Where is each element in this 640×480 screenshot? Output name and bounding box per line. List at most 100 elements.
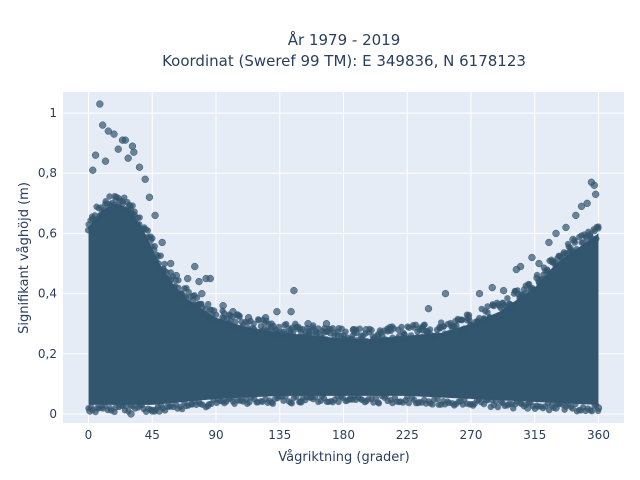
data-point [106, 193, 113, 200]
data-point [484, 303, 491, 310]
x-tick-label: 45 [145, 428, 160, 442]
outlier-point [145, 193, 154, 201]
outlier-point [322, 320, 331, 328]
outlier-point [89, 166, 97, 174]
data-point [356, 325, 364, 332]
data-point [149, 235, 156, 242]
data-point [136, 221, 143, 228]
data-point [426, 326, 434, 333]
outlier-point [590, 181, 598, 189]
data-point [250, 320, 257, 327]
outlier-point [261, 314, 270, 322]
chart-title-line1: År 1979 - 2019 [288, 30, 401, 49]
outlier-point [577, 202, 586, 210]
outlier-point [349, 326, 358, 334]
outlier-point [362, 326, 370, 334]
data-point [342, 328, 349, 335]
outlier-point [219, 301, 227, 310]
data-point [368, 326, 375, 334]
outlier-point [569, 235, 577, 244]
data-point [542, 275, 549, 282]
data-point [495, 312, 502, 320]
data-point [593, 235, 600, 242]
x-tick-label: 225 [396, 428, 419, 442]
outlier-point [110, 130, 118, 138]
outlier-point [158, 238, 166, 247]
data-point [522, 289, 530, 296]
outlier-point [464, 314, 472, 322]
outlier-point [528, 253, 536, 262]
y-tick-label: 1 [49, 106, 57, 120]
chart-title-line2: Koordinat (Sweref 99 TM): E 349836, N 61… [162, 52, 526, 70]
data-point [232, 318, 239, 326]
data-point [136, 214, 143, 221]
data-point [382, 392, 389, 400]
outlier-point [114, 145, 122, 153]
data-point [144, 227, 152, 234]
outlier-point [475, 289, 484, 298]
data-point [446, 329, 453, 337]
data-point [382, 336, 390, 343]
data-point [291, 333, 299, 341]
outlier-point [592, 190, 600, 198]
y-tick-label: 0 [49, 407, 57, 421]
data-point [155, 260, 162, 267]
data-point [205, 300, 212, 308]
data-points [84, 100, 603, 418]
data-point [486, 314, 494, 321]
data-point [405, 399, 413, 407]
data-point [212, 311, 220, 318]
data-point [129, 202, 136, 209]
data-point [434, 395, 441, 403]
outlier-point [191, 262, 199, 271]
data-point [246, 399, 253, 406]
data-point [579, 239, 587, 246]
outlier-point [419, 326, 427, 334]
y-axis-title: Signifikant våghöjd (m) [17, 182, 32, 334]
outlier-point [552, 404, 560, 412]
data-point [349, 335, 356, 343]
data-point [492, 398, 500, 405]
data-point [514, 287, 521, 294]
outlier-point [184, 274, 192, 283]
data-point [330, 337, 337, 344]
outlier-point [385, 326, 393, 334]
x-tick-label: 360 [587, 428, 610, 442]
outlier-point [198, 289, 206, 298]
outlier-point [172, 271, 180, 280]
outlier-point [86, 407, 94, 415]
data-point [484, 396, 491, 404]
data-point [588, 407, 596, 415]
y-tick-label: 0,2 [38, 347, 57, 361]
y-tick-label: 0,6 [38, 226, 57, 240]
data-point [561, 256, 568, 264]
data-point [335, 337, 342, 345]
x-tick-label: 180 [332, 428, 355, 442]
data-point [220, 309, 228, 317]
data-point [161, 260, 168, 268]
outlier-point [135, 163, 144, 171]
data-point [157, 252, 164, 259]
data-point [323, 336, 330, 343]
outlier-point [346, 395, 355, 403]
outlier-point [290, 286, 298, 295]
data-point [335, 398, 342, 406]
data-point [484, 309, 491, 316]
outlier-point [121, 136, 129, 144]
data-point [193, 294, 201, 301]
data-point [504, 295, 511, 302]
outlier-point [130, 148, 138, 156]
outlier-point [535, 259, 543, 268]
data-point [370, 399, 377, 406]
data-point [401, 330, 408, 338]
x-tick-label: 90 [208, 428, 223, 442]
outlier-point [516, 262, 525, 271]
outlier-point [167, 259, 175, 268]
data-point [429, 401, 436, 408]
outlier-point [583, 199, 591, 207]
outlier-point [524, 404, 532, 412]
x-tick-label: 270 [460, 428, 483, 442]
outlier-point [127, 410, 135, 418]
outlier-point [96, 100, 104, 108]
outlier-point [545, 238, 553, 247]
